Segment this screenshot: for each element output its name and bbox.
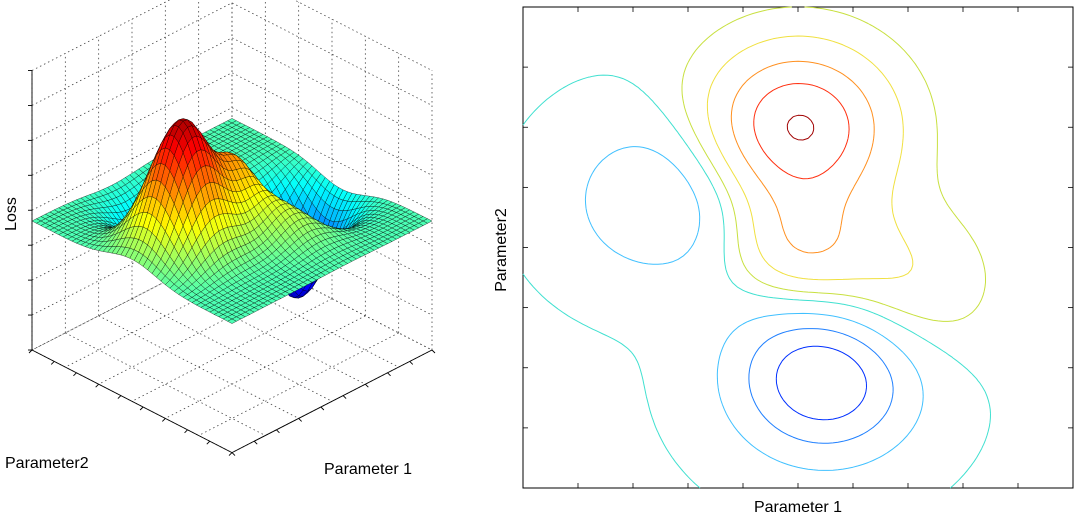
contour-axes-box: [522, 6, 1074, 489]
grid-line: [31, 72, 433, 176]
contour-ylabel: Parameter2: [493, 208, 510, 292]
surface-mesh: [31, 118, 433, 324]
x-tick: [73, 372, 77, 377]
contour-ticks: [523, 7, 1073, 488]
grid-line: [31, 0, 433, 71]
x-tick: [228, 452, 233, 456]
y-tick: [253, 440, 258, 445]
x-tick: [117, 395, 122, 399]
surface-xlabel: Parameter 1: [324, 461, 412, 478]
surface-plot: Loss Parameter2 Parameter 1: [3, 0, 436, 478]
x-tick: [95, 383, 99, 388]
y-tick: [298, 418, 302, 422]
grid-line: [31, 212, 433, 316]
contour-line: [681, 6, 986, 322]
y-tick: [431, 349, 436, 354]
y-axis-line: [231, 349, 433, 454]
grid-line: [31, 37, 433, 141]
y-tick: [342, 395, 347, 399]
y-tick: [365, 383, 369, 388]
grid-line: [65, 332, 266, 436]
surface-axes: [28, 70, 436, 456]
contour-line: [753, 83, 850, 180]
x-tick: [206, 440, 211, 445]
surface-face: [227, 318, 237, 324]
grid-line: [98, 315, 299, 419]
y-tick: [409, 361, 414, 365]
contour-xlabel: Parameter 1: [754, 499, 842, 516]
x-tick: [184, 429, 188, 434]
contour-line: [730, 60, 875, 254]
x-tick: [162, 418, 166, 422]
contour-line: [584, 146, 924, 471]
grid-line: [31, 2, 433, 106]
contour-line: [706, 35, 914, 281]
contour-lines: [522, 6, 991, 489]
y-tick: [320, 406, 325, 411]
grid-line: [131, 298, 333, 402]
x-tick: [139, 406, 144, 411]
y-tick: [387, 372, 391, 377]
grid-line: [31, 107, 433, 211]
contour-plot: Parameter 1 Parameter2: [493, 6, 1074, 516]
contour-line: [786, 114, 815, 141]
contour-line: [522, 74, 991, 489]
grid-line: [131, 298, 333, 402]
contour-line: [775, 345, 867, 421]
x-axis-line: [31, 349, 233, 454]
surface-zlabel: Loss: [3, 197, 20, 231]
grid-line: [198, 332, 399, 436]
x-tick: [28, 349, 33, 354]
y-tick: [276, 429, 280, 434]
x-tick: [50, 361, 55, 365]
grid-line: [165, 315, 366, 419]
surface-ylabel: Parameter2: [5, 455, 89, 472]
y-tick: [231, 452, 236, 456]
contour-line: [748, 328, 894, 444]
